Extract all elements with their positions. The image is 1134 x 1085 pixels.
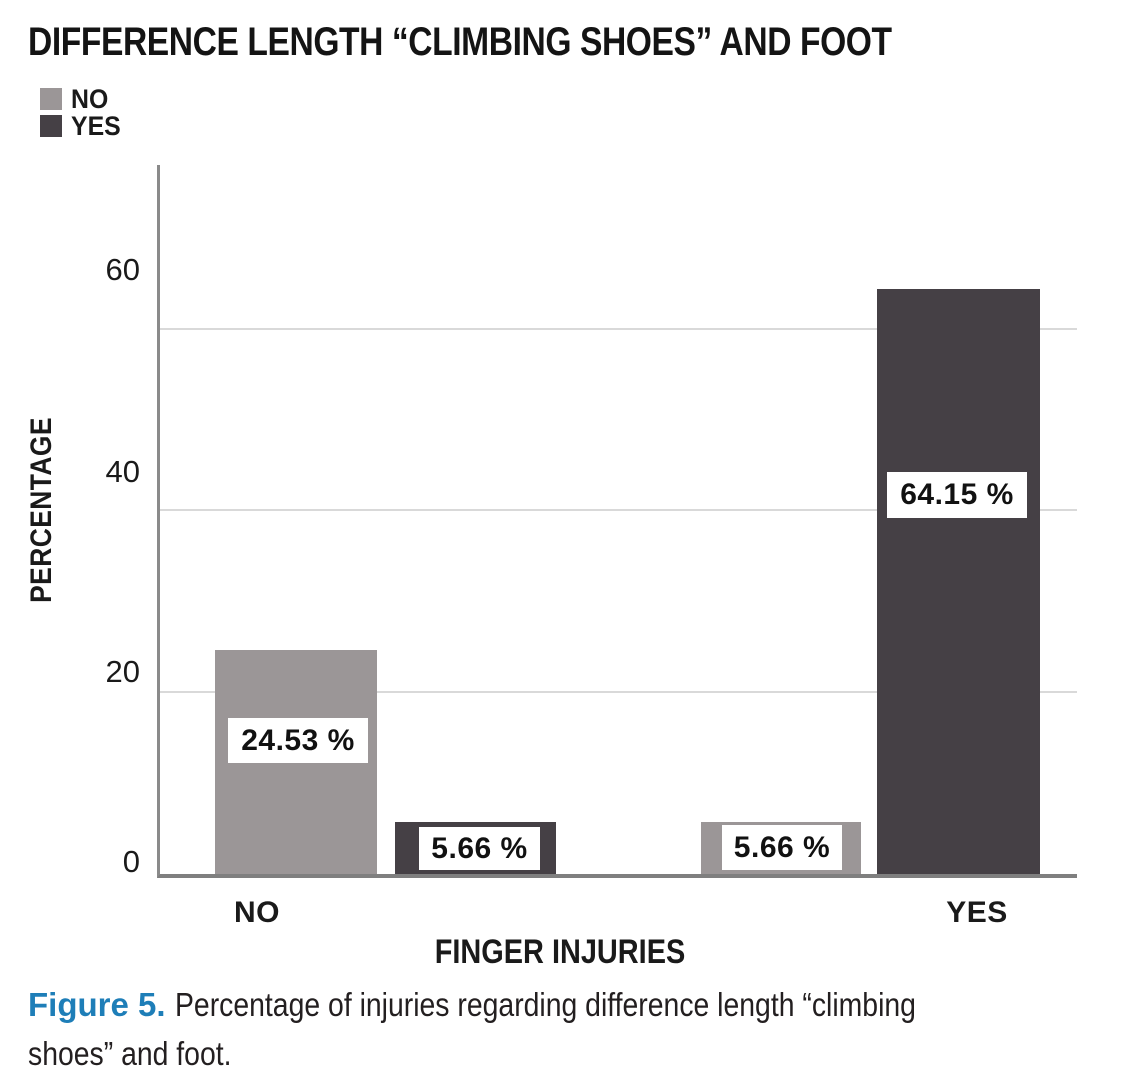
legend-swatch-yes (40, 115, 62, 137)
gridline-60 (160, 328, 1077, 330)
x-axis-title: FINGER INJURIES (434, 933, 686, 971)
legend-item-yes: YES (40, 111, 125, 141)
caption-text-line-1: Percentage of injuries regarding differe… (174, 986, 916, 1023)
bar-fingerinjuries-yes-series-yes (877, 288, 1040, 874)
y-tick-20: 20 (105, 654, 140, 689)
legend-item-no: NO (40, 84, 125, 114)
figure-caption: Figure 5. Percentage of injuries regardi… (28, 980, 1036, 1078)
legend-swatch-no (40, 88, 62, 110)
x-tick-yes: YES (946, 896, 1008, 929)
y-axis-title: PERCENTAGE (25, 417, 58, 603)
gridline-20 (160, 691, 1077, 693)
caption-text-line-2: shoes” and foot. (28, 1035, 232, 1072)
caption-line-1: Figure 5. Percentage of injuries regardi… (28, 980, 1036, 1029)
value-label-5-66-yes-group: 5.66 % (722, 825, 842, 870)
chart-title: DIFFERENCE LENGTH “CLIMBING SHOES” AND F… (28, 20, 892, 64)
value-label-64-15: 64.15 % (887, 472, 1027, 518)
y-tick-60: 60 (105, 252, 140, 287)
legend: NO YES (40, 84, 125, 141)
caption-figure-label: Figure 5. (28, 986, 166, 1023)
plot-area: 24.53 % 5.66 % 5.66 % 64.15 % (157, 165, 1077, 878)
x-tick-no: NO (234, 896, 280, 929)
legend-label-yes: YES (71, 111, 121, 141)
y-tick-40: 40 (105, 454, 140, 489)
value-label-24-53: 24.53 % (228, 718, 368, 763)
caption-line-2: shoes” and foot. (28, 1029, 1036, 1078)
y-tick-0: 0 (122, 844, 140, 879)
legend-label-no: NO (71, 84, 109, 114)
gridline-40 (160, 509, 1077, 511)
value-label-5-66-no-group: 5.66 % (419, 827, 540, 870)
